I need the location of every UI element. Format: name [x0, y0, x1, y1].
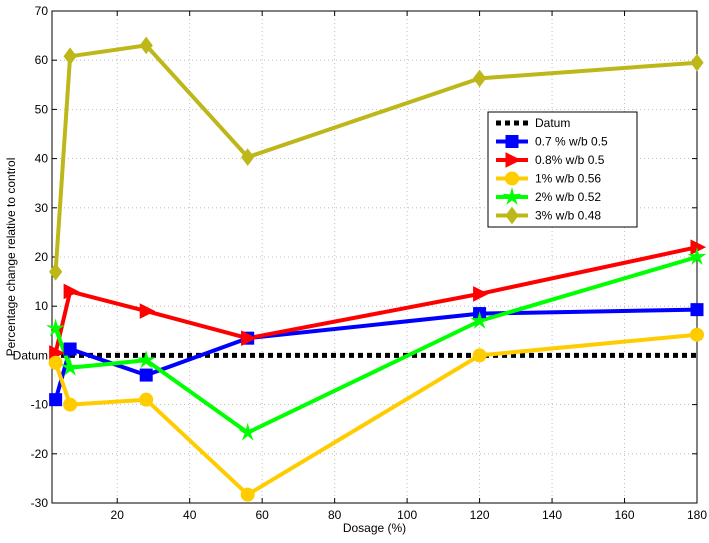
legend-label: 0.8% w/b 0.5 — [535, 153, 605, 167]
legend-label: 1% w/b 0.56 — [535, 172, 601, 186]
y-tick-label: 70 — [35, 4, 49, 18]
data-point-3 — [472, 348, 487, 363]
x-tick-label: 100 — [397, 508, 417, 522]
legend-marker — [502, 187, 522, 206]
data-point-5 — [63, 47, 77, 66]
data-point-5 — [472, 69, 487, 88]
markers-layer — [46, 36, 707, 502]
y-tick-label: -30 — [31, 496, 49, 510]
data-point-2 — [139, 303, 156, 319]
data-point-2 — [473, 286, 489, 302]
y-tick-label: 60 — [35, 53, 49, 67]
legend-label: 0.7 % w/b 0.5 — [535, 135, 608, 149]
data-point-4 — [687, 247, 707, 266]
y-tick-label: 50 — [35, 102, 49, 116]
x-tick-label: 60 — [255, 508, 269, 522]
legend-marker — [505, 135, 519, 148]
data-point-2 — [690, 239, 707, 255]
x-tick-label: 180 — [687, 508, 707, 522]
y-tick-label: -20 — [31, 447, 49, 461]
y-tick-label: 10 — [35, 299, 49, 313]
data-point-4 — [470, 311, 490, 329]
datum-annotation: Datum — [13, 348, 48, 362]
y-tick-label: -10 — [31, 398, 49, 412]
legend-label: 3% w/b 0.48 — [535, 209, 601, 223]
data-point-4 — [238, 422, 258, 441]
data-point-3 — [48, 355, 63, 370]
y-axis-label: Percentage change relative to control — [4, 158, 18, 357]
x-tick-label: 120 — [470, 508, 490, 522]
legend-label: 2% w/b 0.52 — [535, 190, 601, 204]
series-line-4 — [53, 255, 698, 435]
data-point-4 — [136, 350, 156, 369]
series-layer — [52, 43, 698, 497]
y-tick-labels: -30 -20 -10 10 20 30 40 50 60 70 — [31, 4, 49, 510]
data-point-5 — [48, 262, 63, 281]
legend: Datum 0.7 % w/b 0.5 0.8% w/b 0.5 1% w/b 0.5… — [487, 111, 638, 228]
legend-marker — [505, 171, 519, 186]
x-tick-labels: 20 40 60 80 100 120 140 160 180 — [111, 508, 708, 522]
legend-marker — [505, 206, 519, 225]
data-point-2 — [241, 330, 257, 346]
data-point-3 — [690, 327, 704, 342]
data-point-3 — [63, 397, 78, 412]
data-point-3 — [240, 487, 255, 502]
y-tick-label: 40 — [35, 152, 49, 166]
legend-label: Datum — [535, 116, 570, 130]
data-point-4 — [46, 318, 66, 337]
data-point-1 — [63, 342, 77, 356]
x-axis-label: Dosage (%) — [343, 521, 406, 535]
data-point-4 — [60, 357, 80, 376]
x-tick-label: 40 — [183, 508, 197, 522]
series-line-5 — [53, 43, 698, 272]
data-point-1 — [690, 303, 704, 317]
x-tick-label: 160 — [615, 508, 635, 522]
x-tick-label: 20 — [111, 508, 125, 522]
x-tick-label: 80 — [328, 508, 342, 522]
y-tick-label: 20 — [35, 250, 49, 264]
data-point-3 — [139, 392, 154, 407]
series-line-2 — [53, 245, 698, 354]
y-tick-label: 30 — [35, 201, 49, 215]
data-point-5 — [690, 53, 704, 72]
data-point-1 — [139, 368, 153, 382]
data-point-5 — [139, 36, 153, 55]
data-point-2 — [63, 283, 80, 300]
x-tick-label: 140 — [542, 508, 562, 522]
legend-marker — [505, 152, 522, 168]
data-point-5 — [241, 148, 255, 166]
data-point-1 — [49, 393, 63, 407]
series-line-3 — [53, 332, 698, 497]
